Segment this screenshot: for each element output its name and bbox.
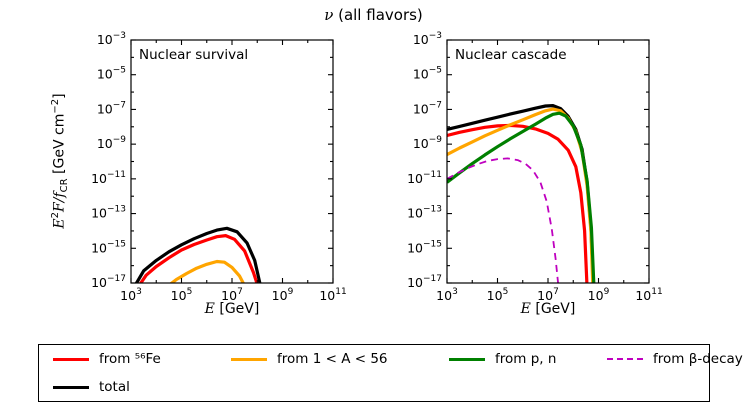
legend-label-beta: from β-decay [653, 351, 743, 367]
legend-grid: from ⁵⁶Fe from 1 < A < 56 from p, n from β-… [39, 345, 743, 401]
legend: from ⁵⁶Fe from 1 < A < 56 from p, n from β-… [38, 344, 743, 402]
tick-label: 10−13 [407, 205, 442, 221]
tick-label: 105 [171, 287, 193, 303]
legend-swatch-fe [53, 357, 89, 361]
tick-label: 103 [436, 287, 458, 303]
legend-item-mid: from 1 < A < 56 [231, 351, 449, 367]
tick-label: 1011 [319, 287, 346, 303]
tick-label: 107 [537, 287, 559, 303]
series-line-mid [169, 259, 245, 283]
tick-label: 1011 [635, 287, 662, 303]
tick-label: 109 [272, 287, 294, 303]
tick-label: 10−7 [97, 100, 126, 116]
tick-label: 10−13 [91, 205, 126, 221]
tick-label: 10−3 [97, 31, 126, 47]
tick-label: 105 [487, 287, 509, 303]
ticks-group [130, 39, 334, 284]
tick-label: 109 [588, 287, 610, 303]
figure-title-rest: (all flavors) [333, 6, 423, 24]
figure-title-nu: ν [324, 6, 334, 24]
tick-label: 10−5 [413, 66, 442, 82]
tick-label: 10−9 [97, 135, 126, 151]
tick-label: 10−9 [413, 135, 442, 151]
tick-label: 107 [221, 287, 243, 303]
legend-label-mid: from 1 < A < 56 [277, 351, 388, 367]
legend-swatch-beta [607, 358, 643, 360]
legend-item-beta: from β-decay [607, 351, 743, 367]
legend-label-pn: from p, n [495, 351, 557, 367]
plots-svg: 103 105 107 109 1011 10−3 10−5 10−7 10−9 10−11 10−… [91, 31, 663, 303]
legend-item-fe: from ⁵⁶Fe [53, 351, 231, 367]
legend-label-fe: from ⁵⁶Fe [99, 351, 161, 367]
tick-label: 10−15 [407, 239, 442, 255]
tick-labels-group: 103 105 107 109 1011 10−3 10−5 10−7 10−9 10−11 10−… [91, 31, 347, 303]
series-line-fe [138, 234, 259, 283]
tick-labels-group: 103 105 107 109 1011 10−3 10−5 10−7 10−9 10−11 10−… [407, 31, 663, 303]
tick-label: 10−11 [407, 170, 442, 186]
panel-title-nuclear-cascade: Nuclear cascade [455, 47, 567, 63]
x-axis-label-right: E [GeV] [520, 301, 576, 317]
curves-group [447, 104, 596, 283]
tick-label: 10−17 [91, 274, 126, 290]
curves-group [134, 226, 262, 283]
tick-label: 103 [120, 287, 142, 303]
tick-label: 10−11 [91, 170, 126, 186]
axes-frame [130, 39, 334, 284]
tick-label: 10−5 [97, 66, 126, 82]
x-axis-label-left: E [GeV] [204, 301, 260, 317]
tick-label: 10−3 [413, 31, 442, 47]
legend-item-total: total [53, 379, 231, 395]
legend-label-total: total [99, 379, 130, 395]
legend-swatch-mid [231, 357, 267, 361]
legend-swatch-total [53, 385, 89, 389]
ticks-group [446, 39, 650, 284]
figure-title: ν (all flavors) [0, 6, 747, 24]
legend-swatch-pn [449, 357, 485, 361]
series-line-mid [447, 107, 595, 283]
series-line-total [134, 226, 262, 283]
tick-label: 10−17 [407, 274, 442, 290]
tick-label: 10−15 [91, 239, 126, 255]
series-line-beta [447, 157, 559, 283]
tick-label: 10−7 [413, 100, 442, 116]
panel-title-nuclear-survival: Nuclear survival [139, 47, 249, 63]
series-line-fe [447, 123, 589, 283]
series-line-pn [447, 111, 596, 283]
legend-item-pn: from p, n [449, 351, 607, 367]
